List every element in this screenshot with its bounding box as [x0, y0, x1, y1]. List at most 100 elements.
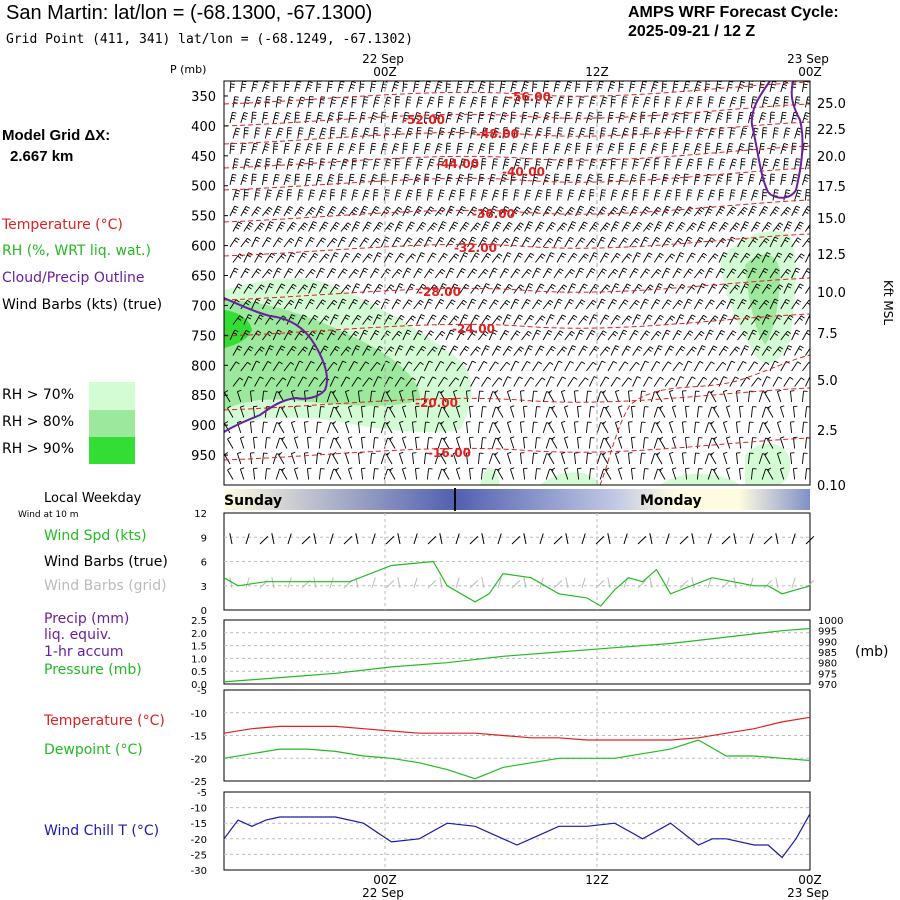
wind-barb: [726, 173, 732, 186]
wind-barb: [643, 284, 654, 294]
wind-barb: [521, 143, 529, 155]
wind-barb: [294, 236, 304, 248]
wind-barb: [344, 451, 350, 465]
wind-barb: [391, 330, 403, 341]
wind-barb: [813, 112, 818, 123]
wind-barb: [480, 96, 487, 108]
wind-barb: [413, 237, 424, 248]
wind-barb: [668, 451, 674, 465]
wind-barb: [272, 329, 282, 341]
wind-barb: [718, 127, 724, 139]
wind-barb: [412, 452, 417, 465]
wind-barb: [761, 158, 769, 170]
wind-barb: [494, 421, 501, 434]
wind-barb: [456, 174, 464, 186]
surface-wind-barb-true: [595, 535, 605, 545]
wind-barb: [443, 436, 450, 449]
wind-barb: [683, 298, 693, 310]
surface-wind-barb-true: [649, 533, 653, 545]
wind-barb: [351, 221, 361, 232]
wind-barb: [232, 377, 244, 387]
wind-barb: [293, 436, 299, 449]
wind-barb: [664, 189, 673, 201]
temperature-panel: -25 -20 -15 -10 -5: [191, 686, 811, 788]
wind-barb: [275, 345, 286, 356]
wind-barb: [459, 252, 469, 263]
wind-barb: [707, 253, 719, 263]
wind-barb: [394, 314, 405, 325]
wind-barb: [683, 142, 691, 155]
wind-barb: [520, 452, 525, 465]
wind-barb: [534, 127, 543, 139]
wind-barb: [359, 142, 365, 155]
wind-barb: [664, 127, 673, 139]
wind-barb: [459, 158, 467, 170]
axis-tick-label: -5: [197, 686, 207, 697]
wind-barb: [769, 111, 775, 124]
wind-barb: [722, 451, 728, 465]
wind-barb: [467, 330, 478, 341]
surface-wind-barb-true: [707, 533, 712, 545]
surface-wind-barb-true: [287, 533, 292, 545]
wind-barb: [358, 421, 363, 434]
temperature-line: [223, 716, 811, 741]
wind-barb: [456, 299, 467, 310]
wind-barb: [553, 268, 564, 279]
wind-barb: [264, 127, 272, 139]
wind-barb: [729, 189, 736, 201]
wind-barb: [610, 376, 621, 387]
wind-barb: [337, 142, 345, 155]
wind-barb: [578, 96, 585, 108]
wind-barb: [643, 376, 653, 387]
wind-barb: [261, 421, 268, 434]
wind-barb: [315, 421, 322, 434]
wind-barb: [693, 421, 700, 434]
wind-barb: [661, 111, 669, 124]
wind-barb: [509, 467, 515, 480]
wind-barb: [448, 253, 460, 263]
wind-barb: [710, 452, 717, 465]
wind-barb: [413, 299, 424, 310]
wind-barb: [275, 158, 282, 170]
wind-barb: [535, 345, 545, 356]
wind-barb: [272, 173, 280, 186]
temperature-contour: [224, 103, 810, 127]
rh70-area-bottom1: [480, 468, 500, 485]
wind-barb: [672, 361, 683, 372]
wind-barb: [305, 360, 315, 372]
wind-barb: [596, 142, 604, 155]
wind-barb: [510, 81, 518, 93]
legend-rh70-swatch: [89, 382, 135, 410]
wind-barb: [240, 237, 251, 248]
wind-barb: [264, 468, 271, 480]
wind-barb: [305, 111, 312, 124]
wind-barb: [391, 298, 402, 310]
wind-barb: [398, 420, 404, 434]
wind-barb: [588, 127, 595, 139]
wind-barb: [548, 390, 555, 403]
wind-barb: [563, 467, 569, 480]
wind-barb: [340, 252, 351, 263]
pressure-tick-label: 400: [191, 120, 216, 135]
wind-barb: [423, 142, 431, 155]
wind-barb: [524, 376, 535, 387]
wind-barb: [675, 96, 683, 108]
temperature-contour: [224, 199, 810, 223]
wind-barb: [642, 127, 650, 139]
wind-barb: [369, 452, 376, 465]
wind-barb: [383, 222, 395, 232]
axis-tick-label: 0: [201, 606, 207, 617]
surface-wind-barb-grid: [287, 577, 292, 589]
wind-barb: [545, 314, 555, 325]
wind-barb: [401, 405, 407, 418]
wind-barb: [369, 142, 377, 155]
surface-wind-barb-true: [721, 535, 731, 545]
wind-barb: [564, 173, 571, 186]
wind-barb: [693, 111, 701, 124]
wind-barb: [448, 345, 459, 356]
wind-barb: [275, 253, 287, 263]
wind-barb: [694, 268, 705, 279]
wind-barb: [758, 267, 769, 279]
wind-barb: [480, 189, 488, 201]
wind-barb: [262, 268, 273, 279]
